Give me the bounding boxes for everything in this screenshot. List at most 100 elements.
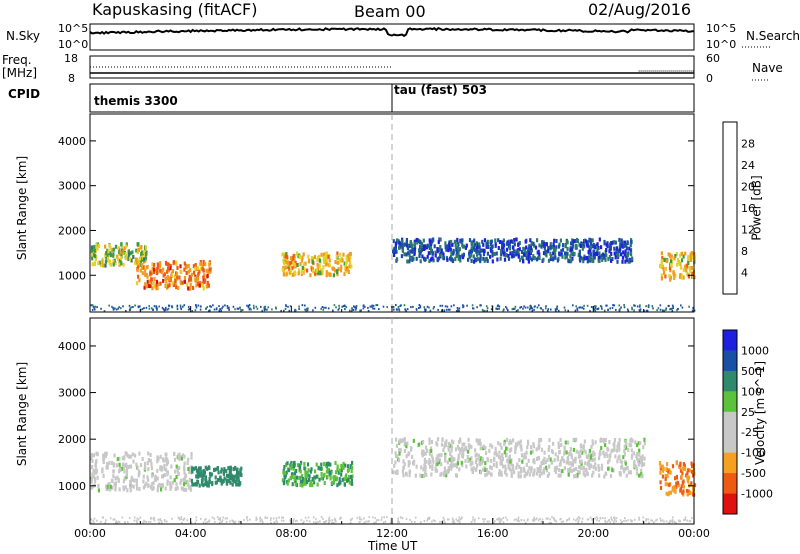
- velocity-echo-cell: [403, 441, 406, 446]
- power-echo-cell: [483, 238, 487, 243]
- velocity-echo-cell: [581, 450, 584, 455]
- velocity-echo-cell: [579, 449, 583, 454]
- power-echo-cell: [522, 252, 526, 257]
- power-near-range-cell: [226, 305, 229, 307]
- power-echo-cell: [409, 240, 412, 244]
- power-near-range-cell: [623, 306, 626, 309]
- velocity-echo-cell: [589, 457, 592, 462]
- velocity-echo-cell: [398, 439, 401, 444]
- power-near-range-cell: [476, 306, 478, 309]
- velocity-near-range-cell: [684, 518, 687, 521]
- velocity-echo-cell: [420, 440, 423, 445]
- power-echo-cell: [292, 261, 295, 265]
- power-echo-cell: [625, 256, 628, 260]
- power-near-range-cell: [646, 309, 649, 312]
- power-echo-cell: [439, 253, 442, 258]
- power-echo-cell: [159, 281, 162, 286]
- power-near-range-cell: [620, 306, 622, 309]
- velocity-echo-cell: [122, 456, 126, 461]
- velocity-near-range-cell: [136, 521, 138, 524]
- power-echo-cell: [475, 258, 478, 263]
- power-echo-cell: [564, 244, 567, 249]
- power-near-range-cell: [636, 305, 639, 308]
- power-near-range-cell: [441, 304, 444, 307]
- power-echo-cell: [676, 262, 679, 267]
- power-echo-cell: [578, 242, 581, 247]
- velocity-echo-cell: [402, 438, 405, 443]
- power-echo-cell: [172, 260, 176, 265]
- power-echo-cell: [102, 263, 105, 268]
- velocity-echo-cell: [298, 475, 301, 480]
- power-echo-cell: [127, 249, 130, 254]
- velocity-echo-cell: [114, 485, 117, 490]
- power-near-range-cell: [564, 309, 567, 312]
- power-near-range-cell: [161, 306, 164, 309]
- power-echo-cell: [560, 249, 563, 254]
- power-ytick-label: 1000: [58, 269, 86, 282]
- velocity-near-range-cell: [264, 516, 267, 519]
- velocity-echo-cell: [453, 457, 456, 462]
- power-echo-cell: [344, 261, 348, 266]
- velocity-echo-cell: [509, 459, 512, 464]
- power-echo-cell: [471, 242, 474, 247]
- power-echo-cell: [188, 274, 191, 279]
- velocity-echo-cell: [592, 470, 595, 475]
- power-near-range-cell: [153, 305, 156, 308]
- power-echo-cell: [406, 246, 409, 251]
- power-echo-cell: [489, 239, 492, 244]
- power-echo-cell: [179, 281, 182, 286]
- power-echo-cell: [576, 237, 579, 242]
- power-near-range-cell: [267, 306, 270, 309]
- velocity-echo-cell: [607, 460, 610, 465]
- velocity-echo-cell: [147, 477, 150, 482]
- power-echo-cell: [615, 253, 618, 258]
- power-echo-cell: [670, 256, 673, 261]
- velocity-echo-cell: [436, 462, 439, 467]
- velocity-echo-cell: [159, 454, 162, 459]
- velocity-echo-cell: [163, 463, 166, 468]
- velocity-near-range-cell: [147, 520, 150, 523]
- power-echo-cell: [183, 267, 186, 272]
- power-echo-cell: [448, 243, 451, 248]
- velocity-echo-cell: [507, 457, 510, 462]
- power-echo-cell: [196, 266, 199, 271]
- power-echo-cell: [487, 245, 490, 249]
- velocity-near-range-cell: [333, 521, 335, 524]
- power-echo-cell: [288, 267, 291, 272]
- velocity-echo-cell: [479, 462, 482, 467]
- velocity-echo-cell: [572, 458, 575, 463]
- power-echo-cell: [110, 248, 114, 252]
- power-echo-cell: [456, 237, 459, 242]
- velocity-near-range-cell: [448, 518, 450, 521]
- velocity-echo-cell: [306, 462, 310, 467]
- power-near-range-cell: [606, 304, 608, 307]
- velocity-near-range-cell: [92, 519, 95, 522]
- power-echo-cell: [664, 274, 667, 279]
- power-echo-cell: [145, 283, 148, 288]
- velocity-near-range-cell: [270, 521, 272, 524]
- power-echo-cell: [476, 248, 479, 253]
- power-echo-cell: [347, 270, 350, 274]
- power-echo-cell: [141, 255, 144, 260]
- velocity-echo-cell: [618, 438, 621, 442]
- velocity-echo-cell: [189, 470, 192, 475]
- power-echo-cell: [201, 264, 204, 269]
- velocity-echo-cell: [598, 456, 601, 461]
- power-echo-cell: [419, 251, 422, 256]
- velocity-echo-cell: [560, 443, 563, 448]
- power-echo-cell: [589, 245, 592, 250]
- velocity-near-range-cell: [328, 516, 331, 519]
- velocity-echo-cell: [492, 462, 496, 467]
- power-echo-cell: [301, 266, 304, 270]
- velocity-echo-cell: [528, 466, 531, 471]
- power-echo-cell: [493, 252, 496, 256]
- power-echo-cell: [342, 252, 345, 257]
- power-near-range-cell: [498, 307, 500, 310]
- power-echo-cell: [94, 251, 97, 256]
- power-echo-cell: [544, 249, 547, 254]
- velocity-near-range-cell: [548, 522, 551, 524]
- power-near-range-cell: [659, 308, 662, 311]
- power-near-range-cell: [627, 310, 630, 312]
- velocity-echo-cell: [183, 470, 186, 475]
- power-echo-cell: [302, 262, 305, 267]
